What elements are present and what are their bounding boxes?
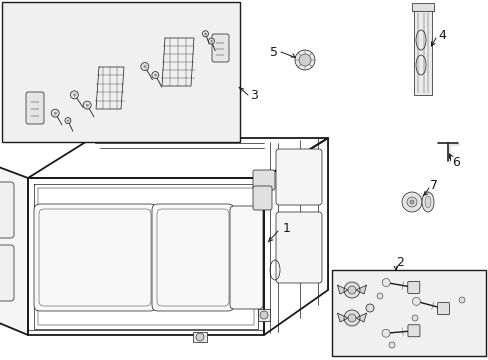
Circle shape: [294, 50, 314, 70]
FancyBboxPatch shape: [34, 204, 156, 311]
Polygon shape: [337, 285, 347, 294]
Circle shape: [376, 293, 382, 299]
Circle shape: [208, 38, 214, 44]
Circle shape: [388, 342, 394, 348]
Circle shape: [65, 118, 71, 123]
Text: 1: 1: [283, 221, 290, 234]
Circle shape: [409, 200, 413, 204]
Polygon shape: [264, 138, 327, 335]
Text: 2: 2: [395, 256, 403, 269]
Circle shape: [347, 286, 355, 294]
Bar: [413, 5, 431, 95]
Polygon shape: [337, 313, 347, 322]
Circle shape: [406, 197, 416, 207]
Polygon shape: [96, 67, 124, 109]
Text: 6: 6: [451, 156, 459, 168]
Circle shape: [382, 279, 389, 287]
Circle shape: [401, 192, 421, 212]
Bar: [2, 2, 240, 142]
FancyBboxPatch shape: [152, 204, 234, 311]
FancyBboxPatch shape: [275, 149, 321, 205]
FancyBboxPatch shape: [0, 245, 14, 301]
Bar: [258, 309, 269, 321]
Circle shape: [152, 72, 159, 78]
FancyBboxPatch shape: [0, 182, 14, 238]
Polygon shape: [355, 313, 366, 322]
FancyBboxPatch shape: [26, 92, 44, 124]
Polygon shape: [355, 285, 366, 294]
Ellipse shape: [424, 196, 430, 208]
FancyBboxPatch shape: [252, 186, 271, 210]
Circle shape: [343, 282, 359, 298]
Circle shape: [141, 63, 148, 71]
Bar: [331, 270, 485, 356]
FancyBboxPatch shape: [275, 212, 321, 283]
Circle shape: [202, 31, 208, 37]
Text: 4: 4: [437, 28, 445, 41]
Circle shape: [412, 297, 420, 305]
Ellipse shape: [421, 192, 433, 212]
Text: 3: 3: [249, 89, 257, 102]
Circle shape: [458, 297, 464, 303]
Polygon shape: [162, 38, 194, 86]
Bar: [411, 3, 433, 11]
Circle shape: [51, 109, 59, 117]
Polygon shape: [28, 138, 327, 178]
Text: 7: 7: [429, 179, 437, 192]
FancyBboxPatch shape: [407, 325, 419, 337]
Polygon shape: [28, 178, 264, 335]
Circle shape: [83, 101, 91, 109]
Circle shape: [260, 311, 267, 319]
Bar: [193, 332, 206, 342]
Circle shape: [381, 329, 389, 337]
FancyBboxPatch shape: [212, 34, 228, 62]
Circle shape: [343, 310, 359, 326]
FancyBboxPatch shape: [229, 206, 263, 309]
Circle shape: [298, 54, 310, 66]
Circle shape: [365, 304, 373, 312]
FancyBboxPatch shape: [252, 170, 274, 190]
Text: 5: 5: [269, 45, 278, 59]
Circle shape: [196, 333, 203, 341]
Polygon shape: [0, 160, 28, 335]
FancyBboxPatch shape: [407, 282, 419, 293]
Circle shape: [411, 315, 417, 321]
Circle shape: [347, 314, 355, 322]
Circle shape: [70, 91, 78, 99]
FancyBboxPatch shape: [437, 303, 448, 315]
